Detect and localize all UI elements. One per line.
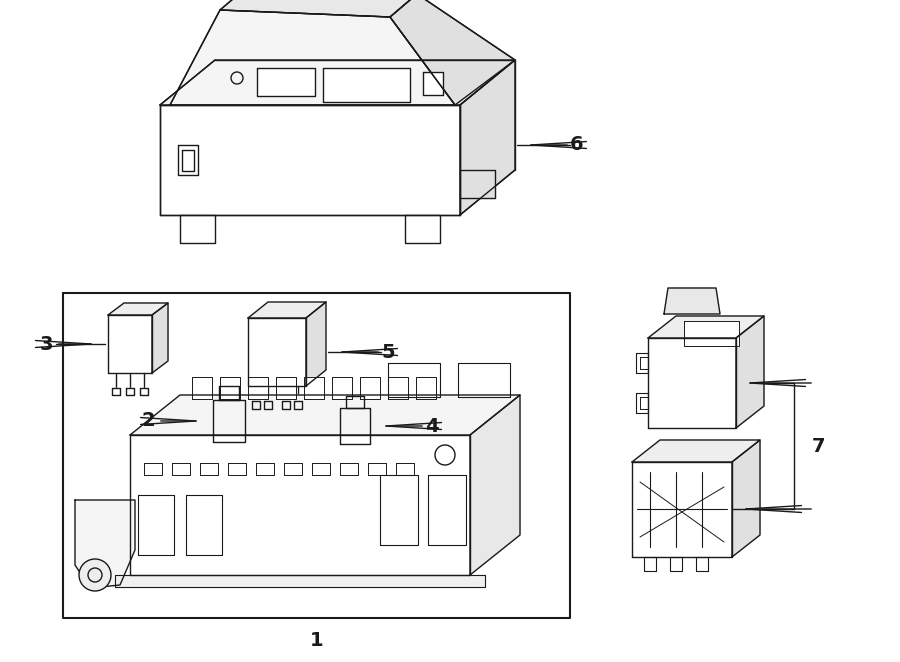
Polygon shape [140, 388, 148, 395]
Text: 2: 2 [141, 412, 155, 430]
Polygon shape [396, 463, 414, 475]
Polygon shape [220, 377, 240, 399]
Polygon shape [130, 395, 520, 435]
Polygon shape [632, 462, 732, 557]
Polygon shape [304, 377, 324, 399]
Polygon shape [684, 321, 739, 346]
Polygon shape [192, 377, 212, 399]
Polygon shape [388, 377, 408, 399]
Polygon shape [670, 557, 682, 571]
Polygon shape [368, 463, 386, 475]
Text: 3: 3 [40, 334, 53, 354]
Polygon shape [388, 363, 440, 397]
Polygon shape [248, 318, 306, 386]
Polygon shape [636, 393, 648, 413]
Polygon shape [332, 377, 352, 399]
Polygon shape [182, 150, 194, 171]
Polygon shape [108, 303, 168, 315]
Polygon shape [644, 557, 656, 571]
Polygon shape [380, 475, 418, 545]
Polygon shape [219, 386, 239, 400]
Polygon shape [186, 495, 222, 555]
Polygon shape [416, 377, 436, 399]
Polygon shape [284, 463, 302, 475]
Polygon shape [180, 215, 215, 243]
Polygon shape [460, 170, 495, 198]
Polygon shape [178, 145, 198, 175]
Polygon shape [282, 401, 290, 409]
Text: 5: 5 [382, 342, 395, 361]
Polygon shape [126, 388, 134, 395]
Polygon shape [228, 463, 246, 475]
Polygon shape [160, 60, 515, 105]
Polygon shape [200, 463, 218, 475]
Polygon shape [130, 435, 470, 575]
Circle shape [79, 559, 111, 591]
Polygon shape [264, 401, 272, 409]
Polygon shape [632, 440, 760, 462]
Polygon shape [346, 396, 364, 408]
Text: 7: 7 [812, 436, 825, 455]
Polygon shape [248, 302, 326, 318]
Polygon shape [340, 463, 358, 475]
Polygon shape [248, 377, 268, 399]
Polygon shape [360, 377, 380, 399]
Polygon shape [252, 401, 260, 409]
Polygon shape [648, 316, 764, 338]
Polygon shape [63, 293, 570, 618]
Polygon shape [423, 72, 443, 95]
Polygon shape [112, 388, 120, 395]
Polygon shape [648, 338, 736, 428]
Text: 4: 4 [425, 416, 439, 436]
Text: 1: 1 [310, 630, 323, 649]
Polygon shape [170, 10, 455, 105]
Polygon shape [664, 288, 720, 314]
Polygon shape [390, 0, 515, 105]
Polygon shape [323, 68, 410, 102]
Polygon shape [636, 353, 648, 373]
Polygon shape [213, 400, 245, 442]
Polygon shape [138, 495, 174, 555]
Polygon shape [108, 315, 152, 373]
Polygon shape [405, 215, 440, 243]
Polygon shape [470, 395, 520, 575]
Polygon shape [276, 377, 296, 399]
Polygon shape [172, 463, 190, 475]
Polygon shape [306, 302, 326, 386]
Polygon shape [340, 408, 370, 444]
Polygon shape [460, 60, 515, 215]
Polygon shape [294, 401, 302, 409]
Polygon shape [144, 463, 162, 475]
Polygon shape [152, 303, 168, 373]
Polygon shape [220, 0, 417, 17]
Polygon shape [428, 475, 466, 545]
Polygon shape [640, 397, 648, 409]
Polygon shape [732, 440, 760, 557]
Polygon shape [75, 500, 135, 588]
Polygon shape [257, 68, 315, 96]
Polygon shape [640, 357, 648, 369]
Text: 6: 6 [571, 136, 584, 154]
Polygon shape [696, 557, 708, 571]
Polygon shape [160, 105, 460, 215]
Polygon shape [736, 316, 764, 428]
Polygon shape [115, 575, 485, 587]
Polygon shape [458, 363, 510, 397]
Polygon shape [256, 463, 274, 475]
Polygon shape [312, 463, 330, 475]
